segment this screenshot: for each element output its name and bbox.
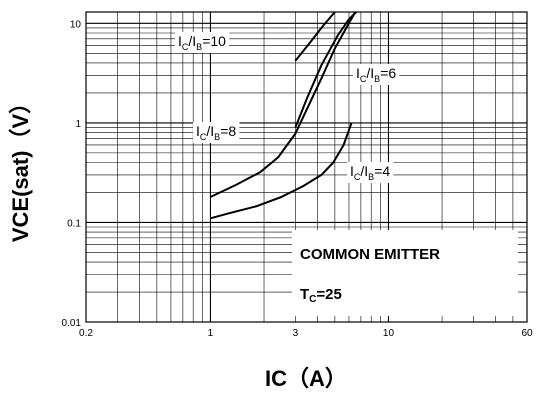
annotation-box	[292, 230, 518, 316]
series-line-0	[294, 11, 336, 62]
series-line-1	[294, 11, 358, 128]
curve-label-0: IC/IB=10	[175, 32, 230, 53]
plot-frame	[85, 11, 528, 323]
annotation-temperature-sub: C	[309, 294, 316, 305]
series-line-2	[209, 11, 357, 198]
curve-label-background	[193, 122, 240, 143]
curve-label-part: /I	[366, 65, 374, 81]
curve-label-text: IC/IB=10	[178, 33, 226, 52]
curve-label-part: I	[356, 65, 360, 81]
curve-label-part: /I	[360, 163, 368, 179]
curve-label-part: C	[182, 42, 189, 52]
curve-label-part: B	[214, 132, 220, 142]
curve-label-part: I	[178, 33, 182, 49]
curve-label-part: /I	[188, 33, 196, 49]
curve-label-background	[353, 64, 400, 85]
curve-label-part: I	[350, 163, 354, 179]
curve-label-3: IC/IB=4	[347, 162, 394, 183]
tick-labels: 0.2 1 3 10 60 0.01 0.1 1 10	[62, 19, 533, 339]
curve-label-2: IC/IB=8	[193, 122, 240, 143]
curve-label-1: IC/IB=6	[353, 64, 400, 85]
curve-label-background	[175, 32, 230, 53]
annotation-box-background	[292, 230, 518, 316]
series	[209, 11, 358, 220]
curve-label-part: /I	[206, 123, 214, 139]
curve-label-part: B	[196, 42, 202, 52]
curve-label-part: C	[360, 74, 367, 84]
curve-label-part: B	[374, 74, 380, 84]
x-tick-label: 0.2	[79, 328, 93, 339]
annotations: COMMON EMITTER TC=25	[300, 246, 440, 305]
x-tick-label: 3	[293, 328, 299, 339]
x-tick-label: 1	[208, 328, 214, 339]
x-axis-title: IC（A）	[265, 366, 347, 391]
curve-label-part: =10	[202, 33, 226, 49]
annotation-common-emitter: COMMON EMITTER	[300, 246, 440, 263]
annotation-temperature: TC=25	[300, 286, 342, 305]
y-tick-label: 1	[75, 119, 81, 130]
annotation-temperature-value: =25	[316, 286, 341, 303]
curve-label-part: =8	[220, 123, 236, 139]
curve-label-text: IC/IB=4	[350, 163, 390, 182]
curve-label-text: IC/IB=6	[356, 65, 396, 84]
series-line-3	[210, 122, 353, 220]
curve-label-background	[347, 162, 394, 183]
y-tick-label: 0.1	[67, 218, 81, 229]
y-tick-label: 10	[70, 19, 82, 30]
x-tick-label: 60	[521, 328, 533, 339]
y-tick-label: 0.01	[62, 318, 82, 329]
curve-label-text: IC/IB=8	[196, 123, 236, 142]
curve-label-part: C	[354, 172, 361, 182]
curve-label-part: C	[200, 132, 207, 142]
curve-label-part: B	[368, 172, 374, 182]
annotation-temperature-main: T	[300, 286, 309, 303]
y-axis-title: VCE(sat)（V）	[8, 92, 33, 242]
x-tick-label: 10	[383, 328, 395, 339]
curve-label-part: =6	[380, 65, 396, 81]
curve-label-part: I	[196, 123, 200, 139]
curve-label-part: =4	[374, 163, 390, 179]
